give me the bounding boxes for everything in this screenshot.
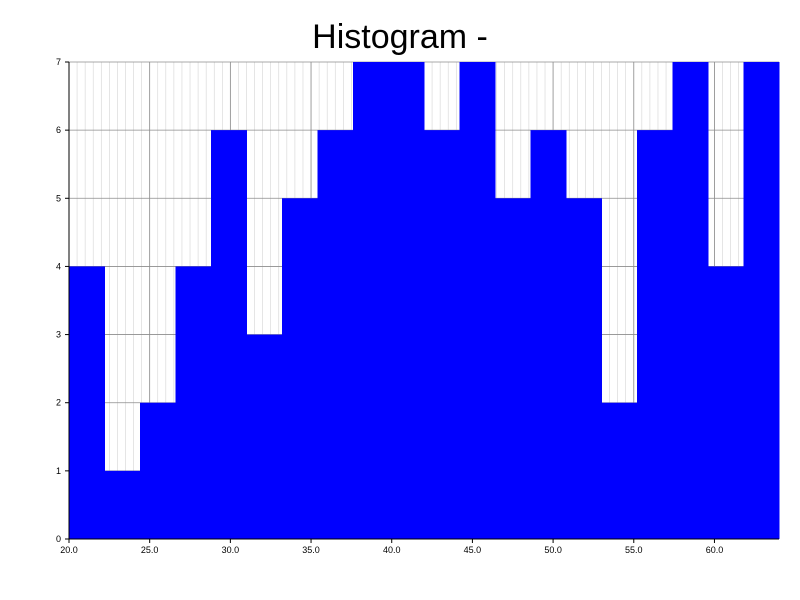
x-tick-label: 35.0 bbox=[302, 545, 320, 555]
histogram-bar bbox=[211, 130, 247, 539]
y-tick-label: 6 bbox=[56, 125, 61, 135]
histogram-bar bbox=[744, 62, 780, 539]
histogram-bar bbox=[389, 62, 425, 539]
y-tick-label: 0 bbox=[56, 534, 61, 544]
histogram-bar bbox=[176, 266, 212, 539]
x-axis-ticks: 20.0 25.0 30.0 35.0 40.0 45.0 50.0 55.0 60.0 bbox=[60, 539, 723, 555]
y-axis-ticks: 0 1 2 3 4 5 6 7 bbox=[56, 57, 69, 544]
histogram-bar bbox=[495, 198, 531, 539]
x-tick-label: 20.0 bbox=[60, 545, 78, 555]
y-tick-label: 4 bbox=[56, 261, 61, 271]
histogram-bar bbox=[282, 198, 318, 539]
histogram-bar bbox=[637, 130, 673, 539]
histogram-bar bbox=[140, 403, 176, 539]
histogram-bar bbox=[460, 62, 496, 539]
histogram-bar bbox=[69, 266, 105, 539]
histogram-bar bbox=[105, 471, 141, 539]
x-tick-label: 45.0 bbox=[464, 545, 482, 555]
histogram-bar bbox=[353, 62, 389, 539]
y-tick-label: 5 bbox=[56, 193, 61, 203]
x-tick-label: 30.0 bbox=[222, 545, 240, 555]
histogram-bar bbox=[424, 130, 460, 539]
x-tick-label: 60.0 bbox=[706, 545, 724, 555]
histogram-bar bbox=[566, 198, 602, 539]
histogram-bar bbox=[602, 403, 638, 539]
histogram-bars bbox=[69, 62, 780, 539]
y-tick-label: 7 bbox=[56, 57, 61, 67]
x-tick-label: 40.0 bbox=[383, 545, 401, 555]
y-tick-label: 3 bbox=[56, 330, 61, 340]
x-tick-label: 55.0 bbox=[625, 545, 643, 555]
histogram-bar bbox=[531, 130, 567, 539]
x-tick-label: 25.0 bbox=[141, 545, 159, 555]
histogram-bar bbox=[708, 266, 744, 539]
y-tick-label: 2 bbox=[56, 398, 61, 408]
histogram-bar bbox=[247, 335, 283, 539]
histogram-bar bbox=[673, 62, 709, 539]
y-tick-label: 1 bbox=[56, 466, 61, 476]
histogram-bar bbox=[318, 130, 354, 539]
x-tick-label: 50.0 bbox=[544, 545, 562, 555]
